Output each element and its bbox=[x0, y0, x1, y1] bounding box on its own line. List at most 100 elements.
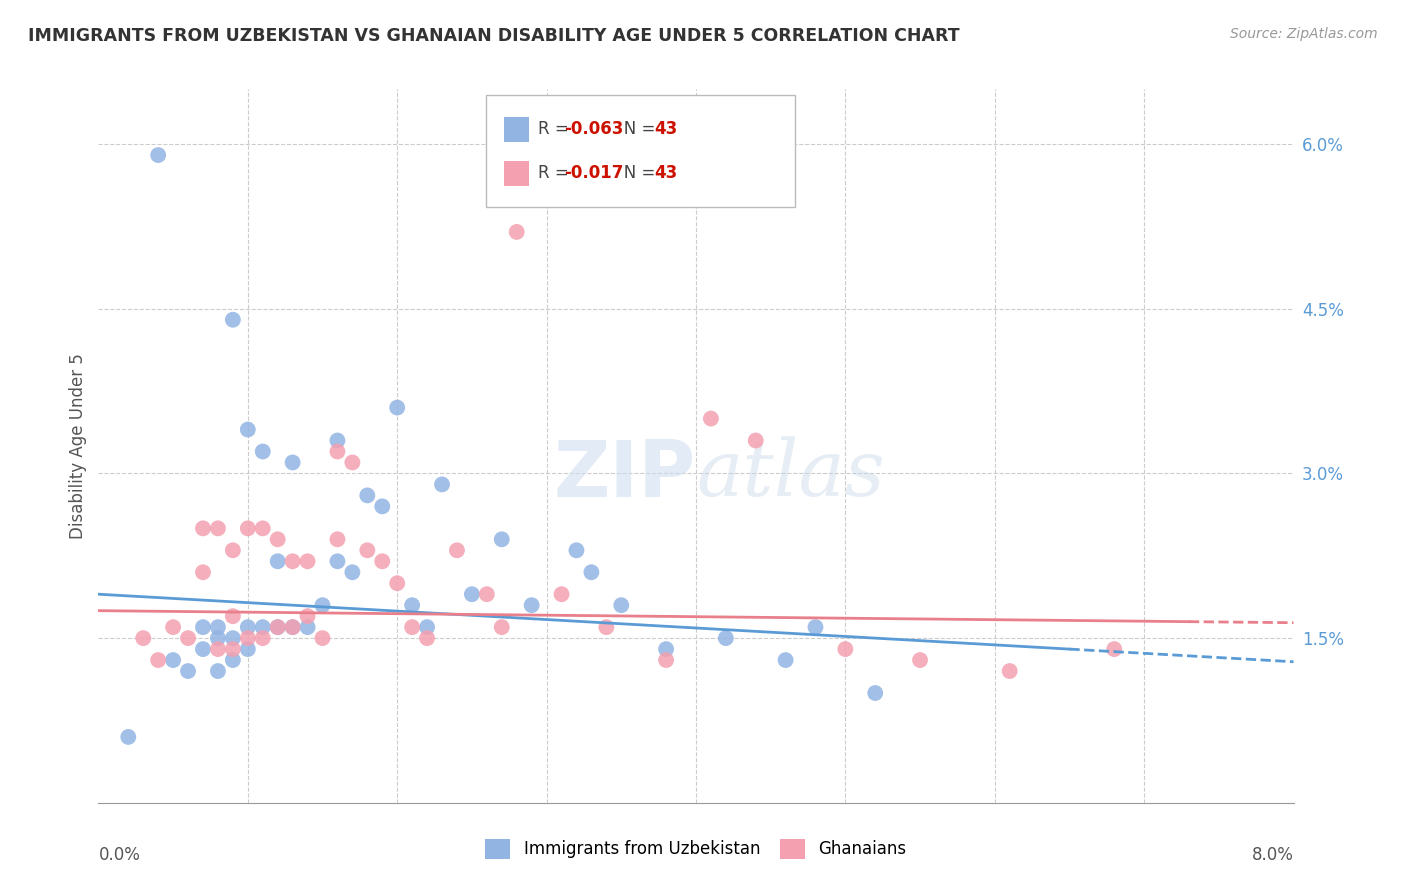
Point bbox=[998, 664, 1021, 678]
Point bbox=[446, 543, 468, 558]
Point bbox=[416, 620, 439, 634]
Point bbox=[655, 642, 678, 657]
Point bbox=[222, 609, 245, 624]
Point bbox=[745, 434, 768, 448]
Point bbox=[491, 620, 513, 634]
Point bbox=[863, 686, 886, 700]
Point bbox=[117, 730, 139, 744]
Text: atlas: atlas bbox=[696, 436, 884, 513]
Point bbox=[371, 500, 394, 514]
Text: 8.0%: 8.0% bbox=[1251, 846, 1294, 863]
Point bbox=[236, 620, 259, 634]
Point bbox=[267, 620, 290, 634]
Point bbox=[281, 620, 304, 634]
Point bbox=[565, 543, 588, 558]
Point bbox=[581, 566, 603, 580]
Text: R =: R = bbox=[537, 164, 574, 182]
Point bbox=[267, 620, 290, 634]
Point bbox=[297, 609, 319, 624]
Text: N =: N = bbox=[609, 164, 661, 182]
Point bbox=[311, 598, 333, 612]
Text: ZIP: ZIP bbox=[554, 436, 696, 513]
Point bbox=[222, 543, 245, 558]
Point bbox=[491, 533, 513, 547]
Point bbox=[191, 521, 214, 535]
Point bbox=[281, 455, 304, 469]
Point bbox=[416, 631, 439, 645]
Point bbox=[148, 148, 170, 162]
Point bbox=[207, 642, 229, 657]
Point bbox=[162, 620, 184, 634]
Point bbox=[1102, 642, 1125, 657]
Point bbox=[311, 631, 333, 645]
Point bbox=[775, 653, 797, 667]
Point bbox=[207, 664, 229, 678]
Point bbox=[252, 444, 274, 458]
Point bbox=[297, 554, 319, 568]
Text: 0.0%: 0.0% bbox=[98, 846, 141, 863]
Text: N =: N = bbox=[609, 120, 661, 138]
Text: Source: ZipAtlas.com: Source: ZipAtlas.com bbox=[1230, 27, 1378, 41]
Point bbox=[132, 631, 155, 645]
Point bbox=[326, 554, 349, 568]
Point bbox=[342, 455, 364, 469]
Point bbox=[520, 598, 543, 612]
Point bbox=[191, 620, 214, 634]
Point bbox=[281, 554, 304, 568]
Text: 43: 43 bbox=[654, 120, 678, 138]
Point bbox=[236, 521, 259, 535]
Point bbox=[222, 631, 245, 645]
Point bbox=[356, 488, 378, 502]
Point bbox=[191, 642, 214, 657]
Point bbox=[267, 533, 290, 547]
Legend: Immigrants from Uzbekistan, Ghanaians: Immigrants from Uzbekistan, Ghanaians bbox=[478, 832, 914, 866]
Point bbox=[804, 620, 827, 634]
Point bbox=[252, 521, 274, 535]
Point bbox=[191, 566, 214, 580]
Point bbox=[162, 653, 184, 667]
Point bbox=[700, 411, 723, 425]
Point bbox=[401, 620, 423, 634]
Point bbox=[610, 598, 633, 612]
Text: IMMIGRANTS FROM UZBEKISTAN VS GHANAIAN DISABILITY AGE UNDER 5 CORRELATION CHART: IMMIGRANTS FROM UZBEKISTAN VS GHANAIAN D… bbox=[28, 27, 960, 45]
Point bbox=[207, 631, 229, 645]
Point bbox=[714, 631, 737, 645]
Text: -0.063: -0.063 bbox=[564, 120, 624, 138]
Point bbox=[385, 401, 409, 415]
Point bbox=[326, 444, 349, 458]
Point bbox=[475, 587, 498, 601]
Point bbox=[148, 653, 170, 667]
Text: -0.017: -0.017 bbox=[564, 164, 624, 182]
Point bbox=[252, 631, 274, 645]
Point bbox=[236, 642, 259, 657]
Point bbox=[550, 587, 572, 601]
Point bbox=[236, 423, 259, 437]
Point bbox=[506, 225, 529, 239]
Point bbox=[430, 477, 453, 491]
Text: 43: 43 bbox=[654, 164, 678, 182]
Point bbox=[326, 434, 349, 448]
Point bbox=[252, 620, 274, 634]
Point bbox=[342, 566, 364, 580]
Point bbox=[655, 653, 678, 667]
Point bbox=[908, 653, 931, 667]
Text: R =: R = bbox=[537, 120, 574, 138]
Point bbox=[267, 554, 290, 568]
Point bbox=[177, 631, 200, 645]
Point bbox=[207, 521, 229, 535]
Point bbox=[326, 533, 349, 547]
Point bbox=[385, 576, 409, 591]
Point bbox=[595, 620, 617, 634]
Point bbox=[834, 642, 856, 657]
Point bbox=[222, 642, 245, 657]
Y-axis label: Disability Age Under 5: Disability Age Under 5 bbox=[69, 353, 87, 539]
Point bbox=[177, 664, 200, 678]
Point bbox=[222, 653, 245, 667]
Point bbox=[297, 620, 319, 634]
Point bbox=[222, 312, 245, 326]
Point bbox=[401, 598, 423, 612]
Point bbox=[371, 554, 394, 568]
Point bbox=[207, 620, 229, 634]
Point bbox=[236, 631, 259, 645]
Point bbox=[461, 587, 484, 601]
